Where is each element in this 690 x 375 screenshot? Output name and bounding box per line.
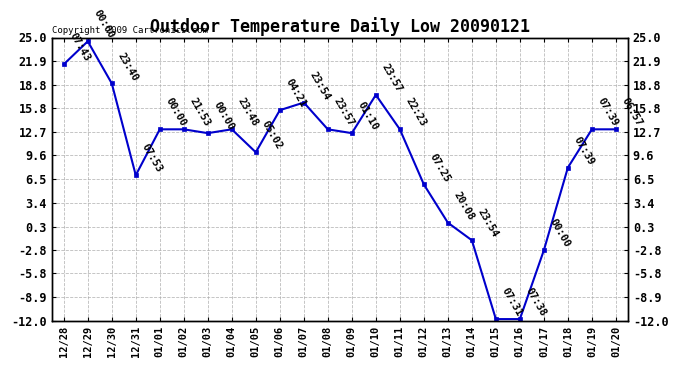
Text: 07:31: 07:31	[500, 286, 524, 318]
Text: 23:40: 23:40	[116, 51, 140, 82]
Text: 05:02: 05:02	[260, 120, 284, 152]
Text: 00:00: 00:00	[548, 217, 572, 249]
Text: 00:00: 00:00	[164, 96, 188, 129]
Text: 01:10: 01:10	[356, 100, 380, 132]
Text: 21:53: 21:53	[188, 96, 213, 129]
Text: 23:57: 23:57	[332, 96, 356, 129]
Text: 00:00: 00:00	[212, 100, 236, 132]
Text: 06:57: 06:57	[620, 96, 644, 129]
Text: 07:25: 07:25	[428, 152, 453, 184]
Text: 07:53: 07:53	[140, 142, 164, 174]
Title: Outdoor Temperature Daily Low 20090121: Outdoor Temperature Daily Low 20090121	[150, 17, 530, 36]
Text: 07:39: 07:39	[596, 96, 620, 129]
Text: 07:43: 07:43	[68, 32, 92, 63]
Text: 23:48: 23:48	[236, 96, 260, 129]
Text: 07:38: 07:38	[524, 286, 549, 318]
Text: 00:00: 00:00	[92, 9, 116, 40]
Text: 23:57: 23:57	[380, 62, 404, 94]
Text: 07:39: 07:39	[572, 135, 596, 167]
Text: 20:08: 20:08	[452, 190, 476, 222]
Text: 04:21: 04:21	[284, 77, 308, 110]
Text: Copyright 2009 Cartronics.com: Copyright 2009 Cartronics.com	[52, 26, 208, 34]
Text: 23:54: 23:54	[476, 207, 500, 240]
Text: 22:23: 22:23	[404, 96, 428, 129]
Text: 23:54: 23:54	[308, 70, 333, 102]
